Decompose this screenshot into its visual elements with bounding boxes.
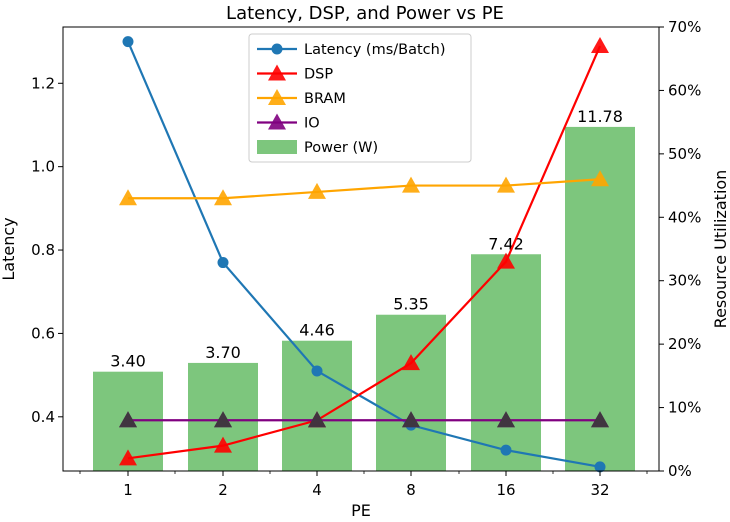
io-point-overlay [402,411,420,428]
right-y-tick-label: 30% [668,272,701,290]
x-tick-label: 16 [496,481,515,499]
power-bar-labels: 3.40 3.70 4.46 5.35 7.42 11.78 [110,107,623,371]
left-y-tick-label: 0.8 [31,241,55,259]
legend: Latency (ms/Batch) DSP BRAM IO Power (W) [248,33,472,163]
legend-label: Latency (ms/Batch) [304,42,445,58]
latency-ms-batch-point [122,36,134,48]
io-point-overlay [119,411,137,428]
bram-point [497,176,515,193]
left-y-tick-label: 1.0 [31,158,55,176]
dsp-line [127,45,602,460]
legend-label: IO [304,116,320,132]
x-axis: 1 2 4 8 16 32 [79,471,648,499]
dsp-point [497,252,515,269]
power-bar [471,254,541,471]
latency-ms-batch-point [217,257,229,269]
left-y-tick-label: 0.4 [31,408,55,426]
dsp-point [591,37,609,54]
latency-ms-batch-line [126,41,601,468]
legend-label: DSP [304,67,333,83]
dsp-point [214,436,232,453]
power-bar-label: 3.70 [205,343,241,362]
bram-point [402,176,420,193]
x-tick-label: 1 [123,481,133,499]
plot-frame [62,26,660,472]
latency-ms-batch-point [311,365,323,377]
io-point-overlay [308,411,326,428]
legend-marker [268,113,286,130]
power-bar-label: 7.42 [488,234,524,253]
legend-marker [268,64,286,81]
power-bar-label: 5.35 [393,295,429,314]
legend-marker [271,43,283,55]
right-y-axis-label: Resource Utilization [711,170,730,329]
io-point-overlay [497,411,515,428]
bram-point [119,189,137,206]
dsp-point [119,449,137,466]
power-bar [376,314,446,471]
legend-label: Power (W) [304,140,378,156]
bram-line [128,178,601,200]
bram-point [308,182,326,199]
x-tick-label: 8 [406,481,416,499]
right-y-tick-label: 70% [668,18,701,36]
io-point-overlay [591,411,609,428]
right-y-tick-label: 60% [668,81,701,99]
right-y-tick-label: 50% [668,145,701,163]
latency-ms-batch-point [594,461,606,473]
power-bar-label: 11.78 [577,107,623,126]
bram-point [591,170,609,187]
series-lines [119,36,609,473]
bram-point [214,189,232,206]
x-tick-label: 2 [218,481,228,499]
dsp-point [402,354,420,371]
left-y-tick-label: 1.2 [31,74,55,92]
right-y-tick-label: 40% [668,208,701,226]
legend-marker [268,89,286,105]
latency-ms-batch-point [500,444,512,456]
x-axis-label: PE [351,501,371,520]
power-bars [93,126,635,472]
right-y-tick-label: 10% [668,399,701,417]
left-y-axis: 0.4 0.6 0.8 1.0 1.2 [31,74,63,426]
right-y-axis: 0% 10% 20% 30% 40% 50% 60% 70% [659,18,701,480]
legend-swatch-power [257,140,297,154]
chart-title: Latency, DSP, and Power vs PE [226,3,504,24]
power-bar-label: 4.46 [299,321,335,340]
x-tick-label: 32 [590,481,609,499]
legend-box [248,33,472,163]
left-y-axis-label: Latency [0,217,18,280]
left-y-tick-label: 0.6 [31,324,55,342]
right-y-tick-label: 20% [668,335,701,353]
io-point-overlay [214,411,232,428]
right-y-tick-label: 0% [668,462,692,480]
x-tick-label: 4 [312,481,322,499]
legend-label: BRAM [304,91,346,107]
power-bar-label: 3.40 [110,352,146,371]
